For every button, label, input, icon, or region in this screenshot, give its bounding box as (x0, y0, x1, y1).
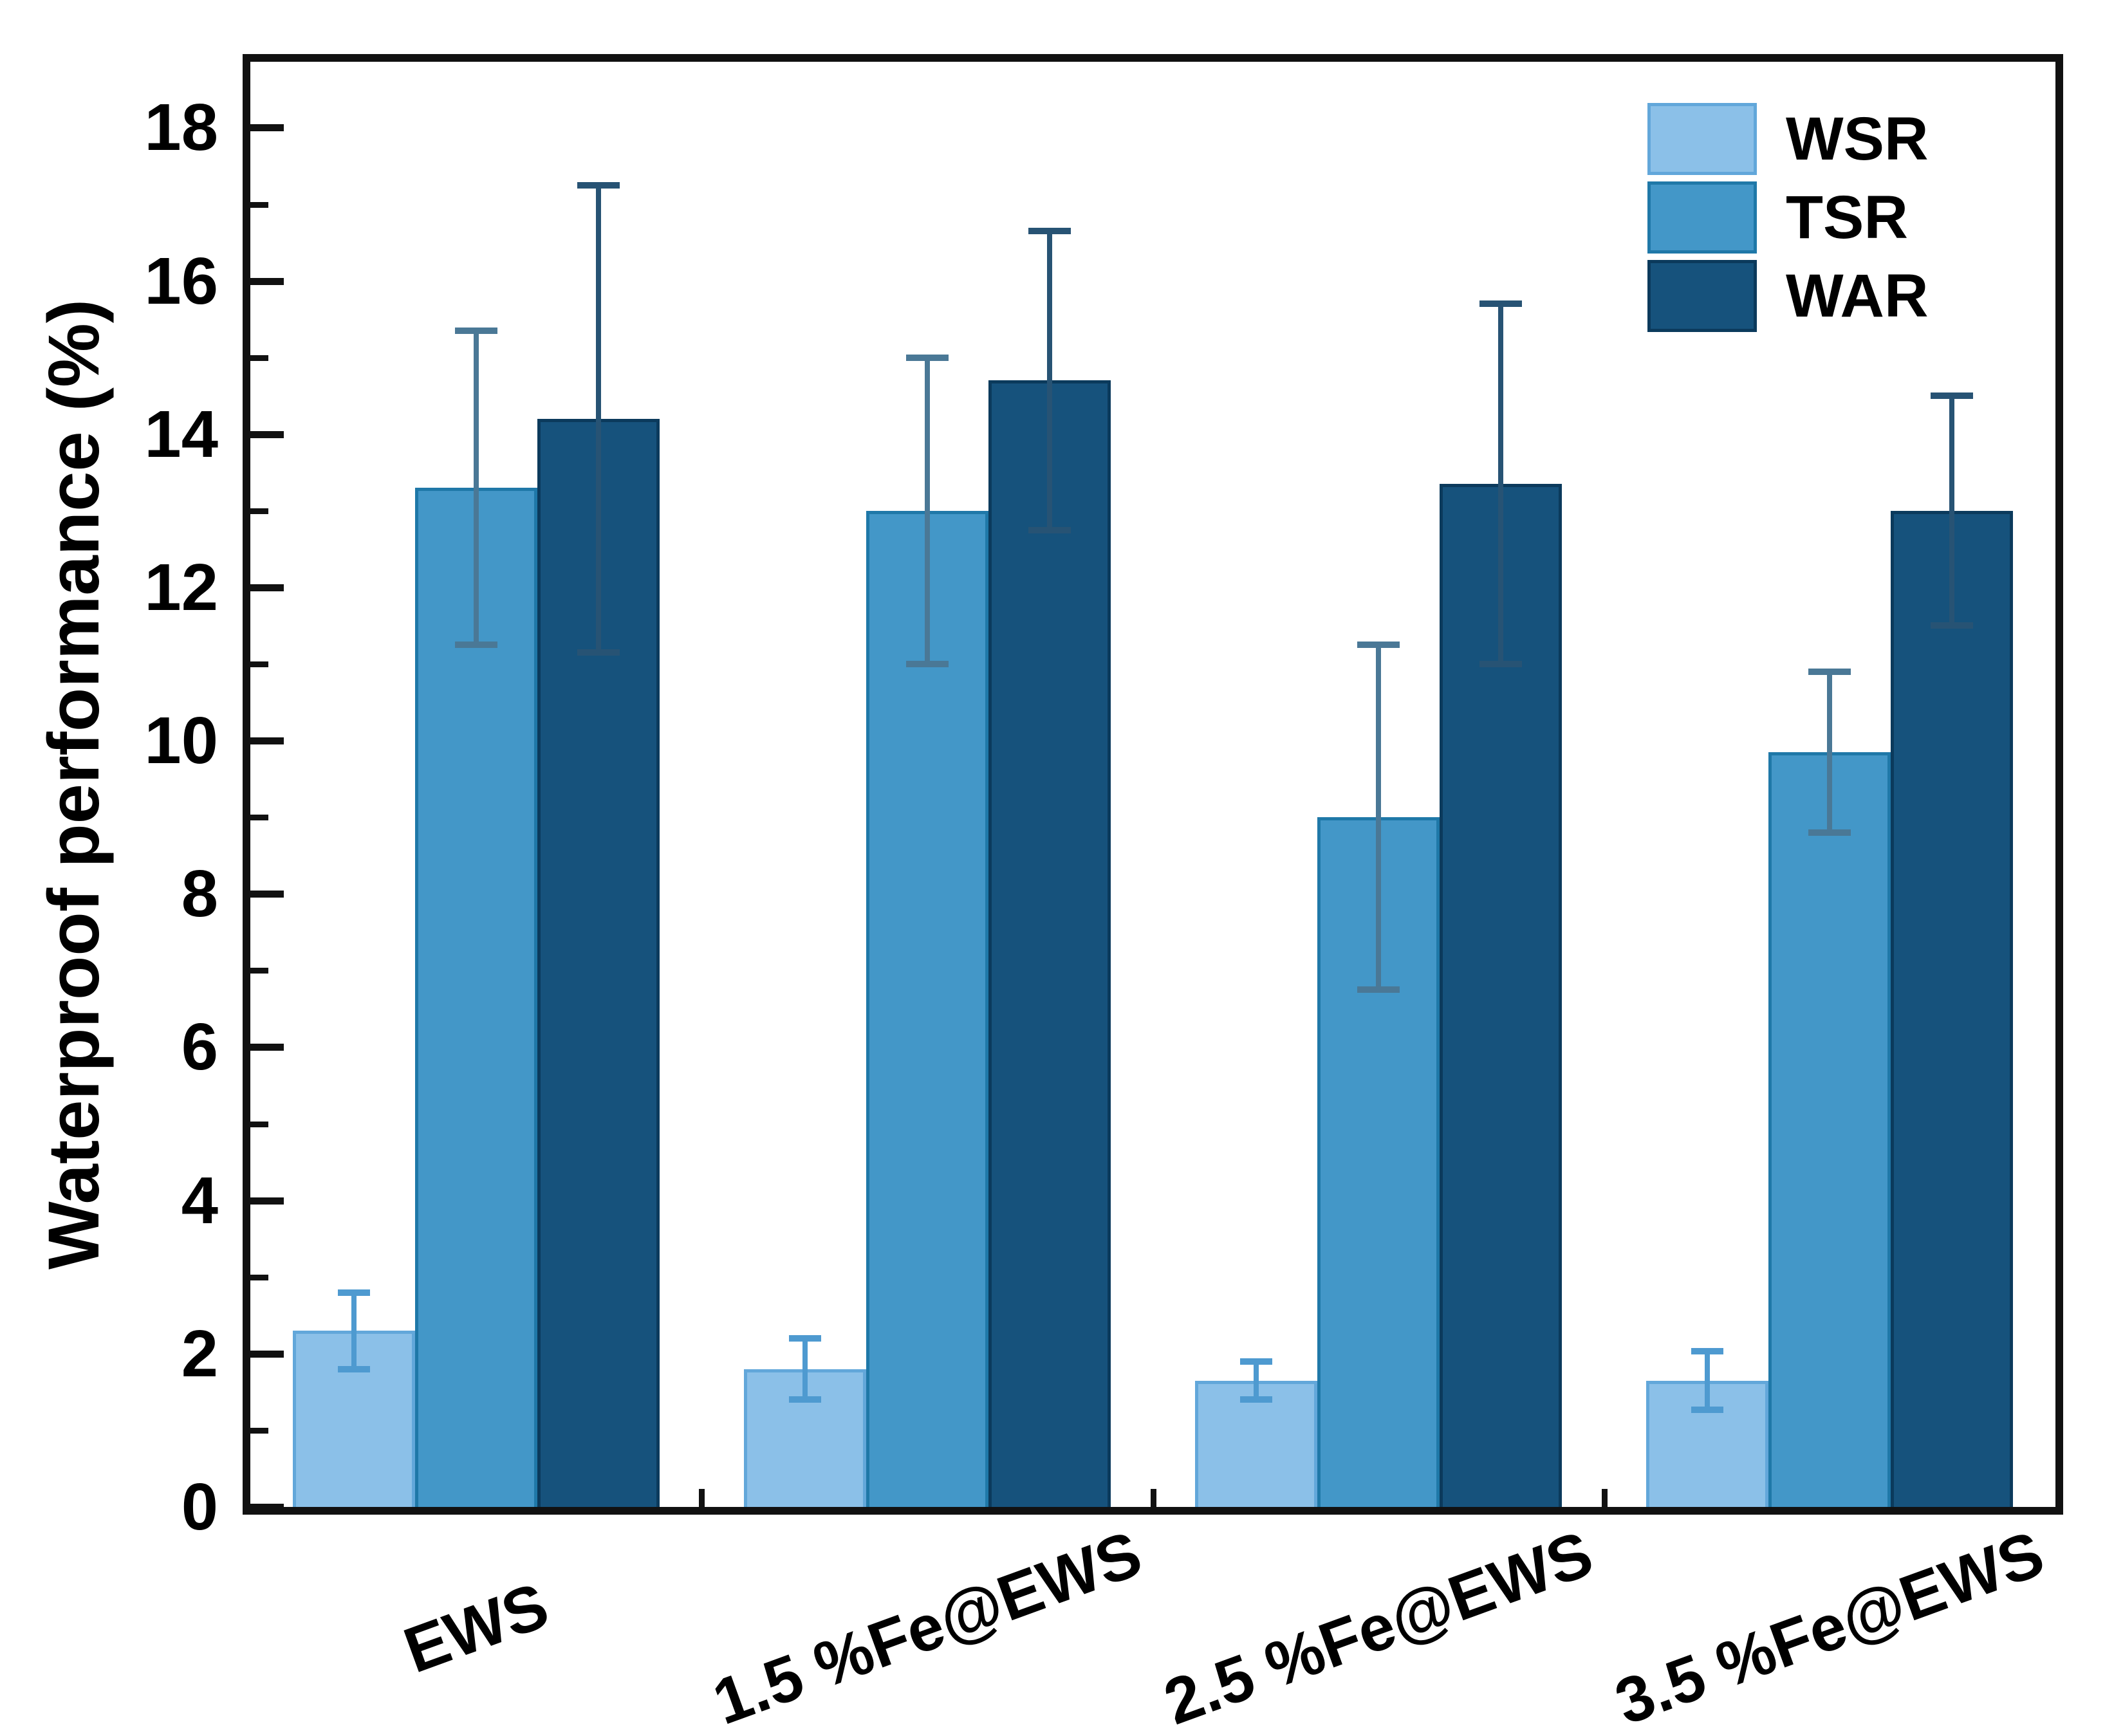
bar-war-2 (988, 380, 1111, 1507)
y-major-tick (250, 277, 284, 285)
error-line-tsr-3 (1376, 645, 1382, 990)
y-tick-label: 10 (144, 703, 218, 778)
error-cap-bottom-wsr-4 (1691, 1406, 1724, 1413)
error-cap-bottom-war-1 (577, 649, 620, 656)
y-major-tick (250, 1350, 284, 1358)
y-minor-tick (250, 968, 268, 974)
legend-label-tsr: TSR (1786, 183, 1908, 252)
bar-war-4 (1891, 510, 2014, 1507)
error-cap-bottom-tsr-3 (1357, 986, 1400, 993)
error-line-wsr-1 (351, 1292, 357, 1369)
bar-tsr-4 (1768, 752, 1891, 1507)
y-tick-label: 2 (181, 1316, 218, 1390)
error-cap-top-tsr-1 (454, 327, 497, 334)
x-minor-tick (699, 1489, 705, 1507)
error-line-war-4 (1949, 396, 1955, 626)
error-line-tsr-2 (924, 357, 930, 665)
y-major-tick (250, 1197, 284, 1205)
error-line-tsr-4 (1827, 671, 1833, 833)
legend-swatch-war (1647, 260, 1757, 332)
error-cap-top-war-3 (1479, 300, 1523, 308)
error-line-war-3 (1498, 304, 1504, 665)
bar-tsr-1 (414, 488, 537, 1507)
error-cap-top-wsr-1 (337, 1289, 370, 1296)
y-minor-tick (250, 1427, 268, 1434)
error-line-war-1 (595, 185, 601, 653)
error-cap-top-tsr-2 (905, 354, 949, 361)
error-cap-bottom-war-4 (1931, 622, 1974, 629)
error-line-war-2 (1046, 231, 1052, 530)
y-tick-label: 12 (144, 549, 218, 624)
error-cap-bottom-wsr-2 (788, 1396, 821, 1403)
error-cap-top-war-1 (577, 181, 620, 189)
y-minor-tick (250, 1121, 268, 1127)
y-major-tick (250, 891, 284, 898)
error-cap-top-wsr-2 (788, 1335, 821, 1342)
error-cap-top-wsr-4 (1691, 1348, 1724, 1355)
y-tick-label: 4 (181, 1163, 218, 1237)
error-line-wsr-2 (802, 1338, 808, 1400)
error-cap-top-war-4 (1931, 392, 1974, 400)
legend-label-war: WAR (1786, 262, 1929, 330)
y-tick-label: 8 (181, 856, 218, 931)
error-cap-bottom-tsr-4 (1808, 829, 1851, 836)
error-cap-bottom-tsr-1 (454, 642, 497, 649)
error-cap-bottom-wsr-3 (1240, 1396, 1273, 1403)
y-tick-label: 14 (144, 396, 218, 471)
error-cap-bottom-war-3 (1479, 661, 1523, 668)
y-major-tick (250, 124, 284, 132)
y-major-tick (250, 1044, 284, 1051)
error-line-tsr-1 (473, 330, 479, 645)
y-major-tick (250, 584, 284, 591)
error-cap-top-tsr-4 (1808, 668, 1851, 675)
error-cap-top-war-2 (1028, 228, 1071, 235)
y-minor-tick (250, 661, 268, 668)
y-minor-tick (250, 815, 268, 821)
plot-area: WSR TSR WAR (243, 54, 2063, 1515)
x-minor-tick (1601, 1489, 1608, 1507)
y-minor-tick (250, 355, 268, 361)
legend-swatch-tsr (1647, 181, 1757, 254)
y-major-tick (250, 430, 284, 438)
error-cap-bottom-wsr-1 (337, 1365, 370, 1372)
bar-wsr-2 (743, 1369, 866, 1507)
error-line-wsr-3 (1254, 1361, 1259, 1400)
y-tick-label: 16 (144, 243, 218, 318)
error-cap-top-wsr-3 (1240, 1358, 1273, 1365)
error-line-wsr-4 (1705, 1351, 1711, 1410)
x-minor-tick (1150, 1489, 1156, 1507)
bar-tsr-2 (866, 510, 988, 1507)
y-tick-label: 0 (181, 1470, 218, 1544)
y-major-tick (250, 1504, 284, 1511)
error-cap-top-tsr-3 (1357, 642, 1400, 649)
legend-label-wsr: WSR (1786, 105, 1929, 173)
y-minor-tick (250, 508, 268, 514)
y-major-tick (250, 737, 284, 745)
error-cap-bottom-war-2 (1028, 526, 1071, 533)
legend-swatch-wsr (1647, 103, 1757, 175)
y-minor-tick (250, 201, 268, 208)
y-minor-tick (250, 1274, 268, 1280)
error-cap-bottom-tsr-2 (905, 661, 949, 668)
y-tick-label: 6 (181, 1010, 218, 1084)
y-tick-label: 18 (144, 90, 218, 165)
